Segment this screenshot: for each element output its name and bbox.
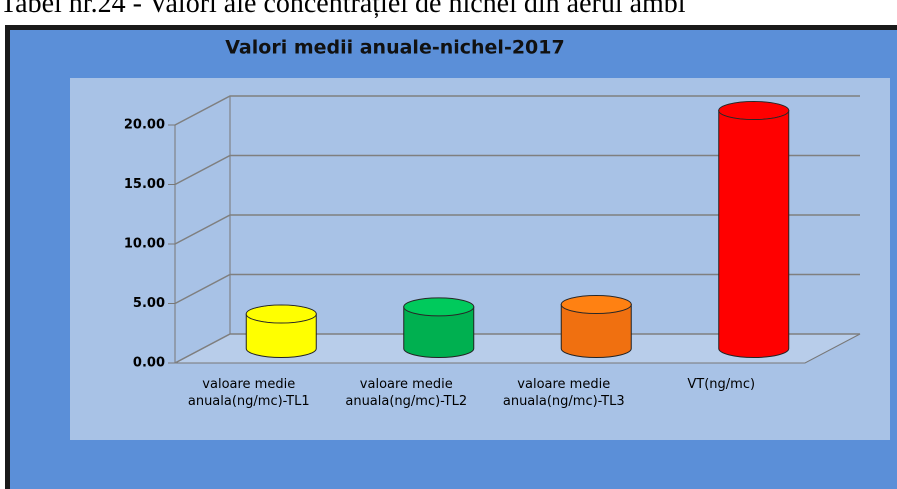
grid-line [174,214,860,245]
cylinder [245,313,317,358]
y-tick-label: 10.00 [124,237,165,252]
chart-title: Valori medii anuale-nichel-2017 [225,37,564,59]
y-tick-label: 5.00 [133,296,165,311]
caption: Tabel nr.24 - Valori ale concentrației d… [0,0,686,19]
cylinder-top [718,101,790,120]
grid-line [174,95,860,126]
x-tick-label: valoare medie anuala(ng/mc)-TL1 [187,377,310,409]
cylinder [718,110,790,358]
x-tick-label: valoare medie anuala(ng/mc)-TL2 [345,377,468,409]
cylinder-top [403,297,475,317]
y-tick-label: 0.00 [133,356,165,371]
cylinder [560,303,632,358]
cylinder [403,306,475,358]
cylinder-top [245,304,317,324]
grid-line [174,273,860,305]
x-tick-label: VT(ng/mc) [687,377,756,392]
grid-line [174,154,860,186]
y-tick-label: 15.00 [124,177,165,192]
x-tick-label: valoare medie anuala(ng/mc)-TL3 [502,377,625,409]
y-tick-label: 20.00 [124,118,165,133]
cylinder-top [560,294,632,314]
grid-line [174,333,860,364]
